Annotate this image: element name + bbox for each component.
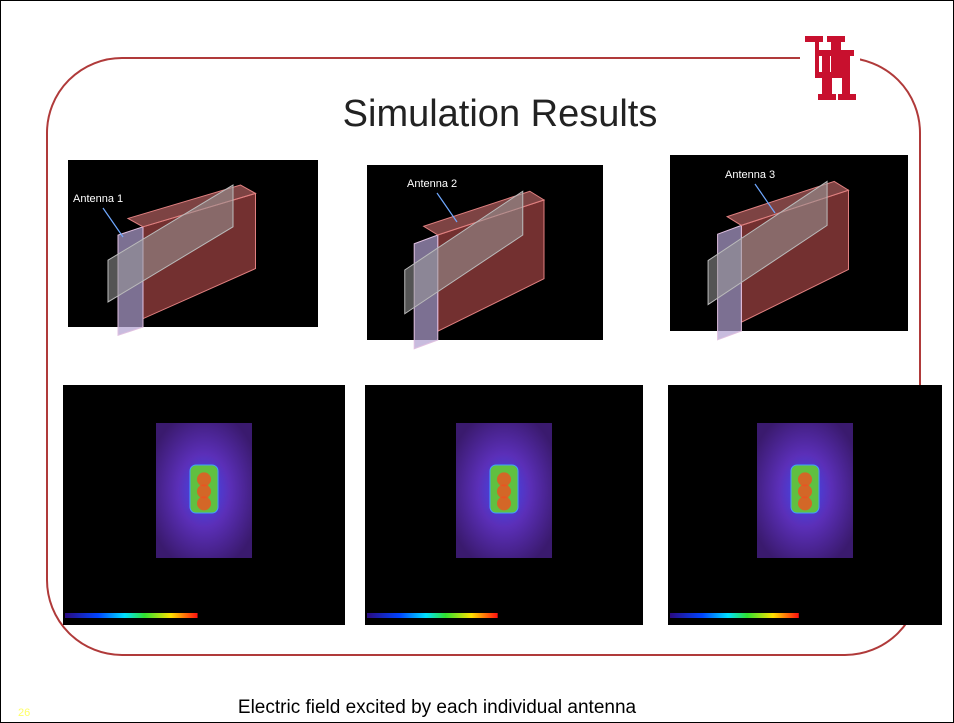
field-peak <box>497 472 511 486</box>
slide: Simulation Results Antenna 1 Antenna 2 Ant… <box>0 0 954 723</box>
field-view <box>668 385 942 625</box>
field-peak <box>497 484 511 498</box>
colorbar <box>65 613 198 618</box>
field-view <box>365 385 643 625</box>
field-peak <box>197 472 211 486</box>
field-peak <box>798 484 812 498</box>
antenna-label: Antenna 3 <box>725 169 775 181</box>
field-view <box>63 385 345 625</box>
antenna-label: Antenna 2 <box>407 178 457 190</box>
model-view: Antenna 1 <box>68 160 318 335</box>
model-view: Antenna 3 <box>670 155 908 340</box>
field-peak <box>497 496 511 510</box>
field-peak <box>197 484 211 498</box>
field-peak <box>798 472 812 486</box>
field-peak <box>798 496 812 510</box>
logo <box>800 30 860 100</box>
caption: Electric field excited by each individua… <box>238 697 637 718</box>
colorbar <box>367 613 498 618</box>
field-peak <box>197 496 211 510</box>
model-view: Antenna 2 <box>367 165 603 349</box>
slide-number: 26 <box>18 707 30 719</box>
title: Simulation Results <box>343 93 658 135</box>
antenna-label: Antenna 1 <box>73 193 123 205</box>
colorbar <box>670 613 799 618</box>
